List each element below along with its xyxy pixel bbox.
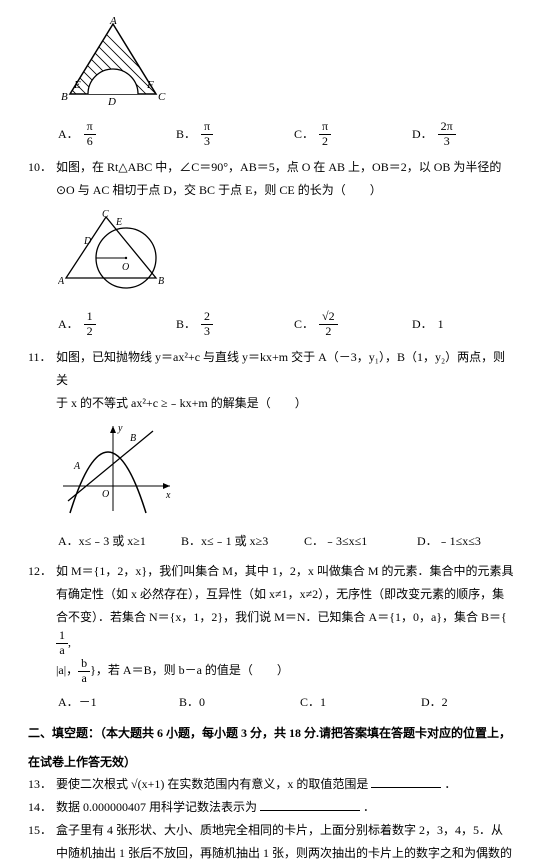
q12-line4: |a|，ba}，若 A＝B，则 b－a 的值是（ ） <box>28 657 515 686</box>
label-e: E <box>115 217 122 228</box>
q9-options: A． π6 B． π3 C． π2 D． 2π3 <box>58 120 515 149</box>
q11-figure: A B O x y <box>58 421 515 524</box>
label-d: D <box>107 96 116 106</box>
q10-svg: C A B D E O <box>58 208 178 296</box>
q9-opt-c: C． π2 <box>294 120 412 149</box>
section2-title-2: 在试卷上作答无效） <box>28 751 515 774</box>
q9-opt-a: A． π6 <box>58 120 176 149</box>
q12-body: 如 M＝{1，2，x}，我们叫集合 M，其中 1，2，x 叫做集合 M 的元素．… <box>56 560 515 583</box>
label-c: C <box>102 209 109 220</box>
label-o: O <box>102 489 109 500</box>
q15: 15． 盒子里有 4 张形状、大小、质地完全相同的卡片，上面分别标着数字 2，3… <box>28 819 515 842</box>
q11-opt-b: B．x≤﹣1 或 x≥3 <box>181 530 301 553</box>
opt-label-a: A． <box>58 123 79 146</box>
q12-opt-b: B．0 <box>179 691 297 714</box>
q10-opt-d: D． 1 <box>412 310 444 339</box>
q12-opt-c: C．1 <box>300 691 418 714</box>
q10-opt-b: B． 23 <box>176 310 294 339</box>
q12-num: 12． <box>28 560 56 583</box>
q13-body: 要使二次根式 √(x+1) 在实数范围内有意义，x 的取值范围是 ． <box>56 773 515 796</box>
q9-opt-d: D． 2π3 <box>412 120 456 149</box>
q13-blank <box>371 776 441 788</box>
q12-line2: 有确定性（如 x 必然存在），互异性（如 x≠1，x≠2），无序性（即改变元素的… <box>28 583 515 606</box>
q10-opt-a: A． 12 <box>58 310 176 339</box>
label-c: C <box>158 91 166 103</box>
q14-body: 数据 0.000000407 用科学记数法表示为 ． <box>56 796 515 819</box>
q9-b-frac: π3 <box>201 120 213 149</box>
q14-num: 14． <box>28 796 56 819</box>
q12-opt-a: A．－1 <box>58 691 176 714</box>
q9-figure: A B C E F D <box>58 16 515 114</box>
label-o: O <box>122 262 129 273</box>
q13-num: 13． <box>28 773 56 796</box>
q9-opt-b: B． π3 <box>176 120 294 149</box>
q12-options: A．－1 B．0 C．1 D．2 <box>58 691 515 714</box>
opt-label-d: D． <box>412 123 433 146</box>
label-b: B <box>61 91 68 103</box>
q15-line2: 中随机抽出 1 张后不放回，再随机抽出 1 张，则两次抽出的卡片上的数字之和为偶… <box>28 842 515 865</box>
q9-d-frac: 2π3 <box>438 120 456 149</box>
label-d: D <box>83 236 92 247</box>
label-b: B <box>130 433 136 444</box>
label-e: E <box>73 79 81 91</box>
q14-blank <box>260 799 360 811</box>
q12-line1: 如 M＝{1，2，x}，我们叫集合 M，其中 1，2，x 叫做集合 M 的元素．… <box>56 560 515 583</box>
q15-body: 盒子里有 4 张形状、大小、质地完全相同的卡片，上面分别标着数字 2，3，4，5… <box>56 819 515 842</box>
q11-opt-a: A．x≤﹣3 或 x≥1 <box>58 530 178 553</box>
q10-figure: C A B D E O <box>58 208 515 304</box>
q10-options: A． 12 B． 23 C． √22 D． 1 <box>58 310 515 339</box>
q11-line1: 如图，已知抛物线 y＝ax²+c 与直线 y＝kx+m 交于 A（－3，y₁），… <box>56 346 515 392</box>
q11-svg: A B O x y <box>58 421 178 516</box>
q12-opt-d: D．2 <box>421 691 448 714</box>
q11-line2: 于 x 的不等式 ax²+c ≥﹣kx+m 的解集是（ ） <box>28 392 515 415</box>
q10-opt-c: C． √22 <box>294 310 412 339</box>
label-y: y <box>117 423 123 434</box>
q15-line1: 盒子里有 4 张形状、大小、质地完全相同的卡片，上面分别标着数字 2，3，4，5… <box>56 819 515 842</box>
q9-a-frac: π6 <box>84 120 96 149</box>
q12-line3: 合不变）．若集合 N＝{x，1，2}，我们说 M＝N．已知集合 A＝{1，0，a… <box>28 606 515 657</box>
opt-label-c: C． <box>294 123 314 146</box>
opt-label-b: B． <box>176 123 196 146</box>
label-f: F <box>146 79 154 91</box>
q11: 11． 如图，已知抛物线 y＝ax²+c 与直线 y＝kx+m 交于 A（－3，… <box>28 346 515 392</box>
q9-c-frac: π2 <box>319 120 331 149</box>
q11-body: 如图，已知抛物线 y＝ax²+c 与直线 y＝kx+m 交于 A（－3，y₁），… <box>56 346 515 392</box>
label-a: A <box>109 16 117 27</box>
label-b: B <box>158 276 164 287</box>
q11-options: A．x≤﹣3 或 x≥1 B．x≤﹣1 或 x≥3 C．﹣3≤x≤1 D．﹣1≤… <box>58 530 515 553</box>
q10-line1: 如图，在 Rt△ABC 中，∠C＝90°，AB＝5，点 O 在 AB 上，OB＝… <box>56 156 515 179</box>
label-a: A <box>58 276 65 287</box>
q9-triangle-svg: A B C E F D <box>58 16 168 106</box>
label-a: A <box>73 461 81 472</box>
q10-num: 10． <box>28 156 56 179</box>
q13: 13． 要使二次根式 √(x+1) 在实数范围内有意义，x 的取值范围是 ． <box>28 773 515 796</box>
q11-opt-c: C．﹣3≤x≤1 <box>304 530 414 553</box>
q14: 14． 数据 0.000000407 用科学记数法表示为 ． <box>28 796 515 819</box>
q10: 10． 如图，在 Rt△ABC 中，∠C＝90°，AB＝5，点 O 在 AB 上… <box>28 156 515 179</box>
q11-opt-d: D．﹣1≤x≤3 <box>417 530 481 553</box>
q10-line2: ⊙O 与 AC 相切于点 D，交 BC 于点 E，则 CE 的长为（ ） <box>28 179 515 202</box>
q15-num: 15． <box>28 819 56 842</box>
label-x: x <box>165 490 171 501</box>
q11-num: 11． <box>28 346 56 392</box>
q10-body: 如图，在 Rt△ABC 中，∠C＝90°，AB＝5，点 O 在 AB 上，OB＝… <box>56 156 515 179</box>
section2-title: 二、填空题：（本大题共 6 小题，每小题 3 分，共 18 分.请把答案填在答题… <box>28 722 515 745</box>
q12: 12． 如 M＝{1，2，x}，我们叫集合 M，其中 1，2，x 叫做集合 M … <box>28 560 515 583</box>
